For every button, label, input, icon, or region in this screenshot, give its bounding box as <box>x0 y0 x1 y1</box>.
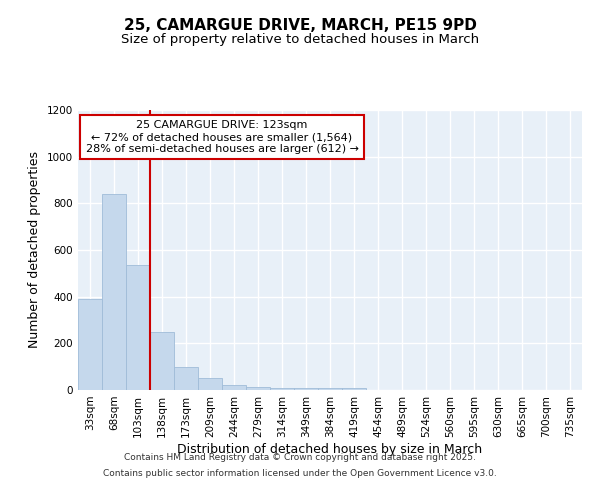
Bar <box>102 194 126 390</box>
Text: Contains HM Land Registry data © Crown copyright and database right 2025.: Contains HM Land Registry data © Crown c… <box>124 454 476 462</box>
Bar <box>174 367 198 390</box>
Bar <box>246 386 270 390</box>
Bar <box>198 378 222 390</box>
Bar <box>78 299 102 390</box>
Text: Size of property relative to detached houses in March: Size of property relative to detached ho… <box>121 32 479 46</box>
Bar <box>318 388 342 390</box>
Bar <box>150 332 174 390</box>
Text: 25 CAMARGUE DRIVE: 123sqm
← 72% of detached houses are smaller (1,564)
28% of se: 25 CAMARGUE DRIVE: 123sqm ← 72% of detac… <box>86 120 359 154</box>
Text: 25, CAMARGUE DRIVE, MARCH, PE15 9PD: 25, CAMARGUE DRIVE, MARCH, PE15 9PD <box>124 18 476 32</box>
Bar <box>342 388 366 390</box>
Bar <box>270 388 294 390</box>
Bar <box>294 388 318 390</box>
Text: Contains public sector information licensed under the Open Government Licence v3: Contains public sector information licen… <box>103 468 497 477</box>
X-axis label: Distribution of detached houses by size in March: Distribution of detached houses by size … <box>178 442 482 456</box>
Bar <box>126 265 150 390</box>
Y-axis label: Number of detached properties: Number of detached properties <box>28 152 41 348</box>
Bar <box>222 386 246 390</box>
